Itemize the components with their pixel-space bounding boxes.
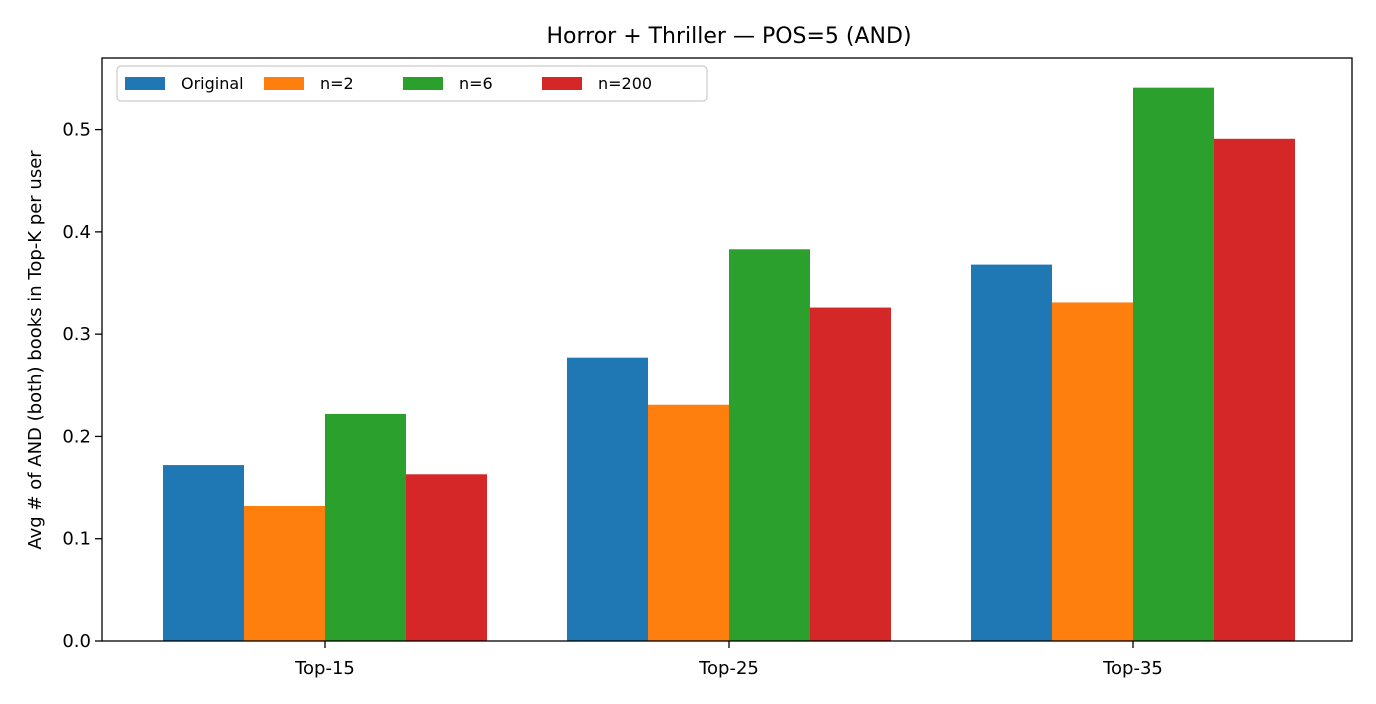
legend-swatch	[403, 77, 443, 90]
bar-n-6-top-15	[325, 413, 406, 641]
x-tick-label: Top-15	[294, 658, 355, 679]
bar-n-200-top-15	[406, 474, 487, 641]
bar-original-top-15	[163, 465, 244, 641]
legend-label: n=200	[598, 74, 652, 93]
axes-layer: 0.0 0.1 0.2 0.3 0.4 0.5 Top-15 Top-25 Top-35	[62, 57, 1353, 679]
legend-label: n=6	[459, 74, 493, 93]
bar-n-6-top-35	[1133, 87, 1214, 642]
bar-n-6-top-25	[729, 249, 810, 642]
chart-title: Horror + Thriller — POS=5 (AND)	[546, 24, 911, 49]
bar-n-2-top-25	[648, 404, 729, 641]
legend: Original n=2 n=6 n=200	[116, 65, 708, 102]
y-axis-label: Avg # of AND (both) books in Top-K per u…	[25, 150, 46, 550]
legend-swatch	[542, 77, 582, 90]
legend-label: Original	[181, 74, 244, 93]
bars-layer	[163, 87, 1295, 642]
legend-label: n=2	[320, 74, 354, 93]
y-tick-label: 0.2	[62, 426, 91, 447]
legend-swatch	[125, 77, 165, 90]
y-tick-label: 0.1	[62, 529, 91, 550]
y-tick-label: 0.4	[62, 222, 91, 243]
legend-swatch	[264, 77, 304, 90]
y-tick-label: 0.3	[62, 324, 91, 345]
bar-n-200-top-35	[1214, 138, 1295, 641]
y-tick-label: 0.5	[62, 120, 91, 141]
x-tick-label: Top-35	[1102, 658, 1163, 679]
plot-frame	[101, 57, 1353, 642]
bar-original-top-25	[567, 357, 648, 641]
y-tick-label: 0.0	[62, 631, 91, 652]
bar-n-2-top-15	[244, 505, 325, 641]
bar-n-200-top-25	[810, 307, 891, 641]
x-tick-label: Top-25	[698, 658, 759, 679]
bar-original-top-35	[971, 264, 1052, 641]
bar-n-2-top-35	[1052, 302, 1133, 641]
